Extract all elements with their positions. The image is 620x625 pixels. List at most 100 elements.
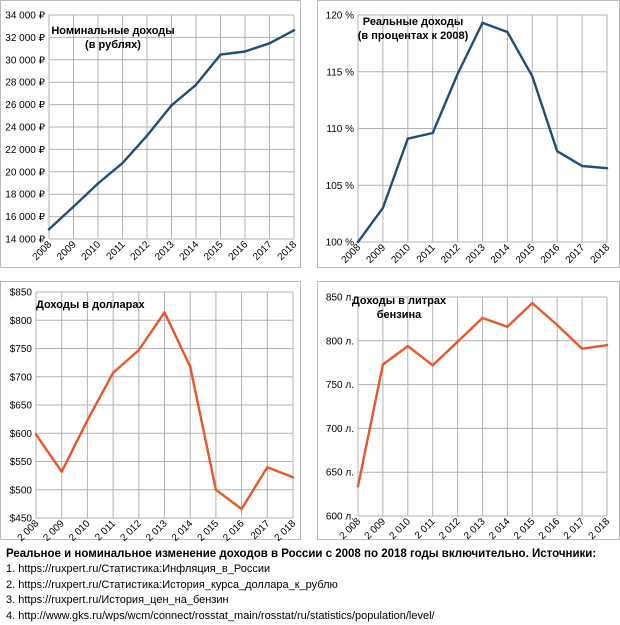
y-tick-label: 850 л. bbox=[326, 293, 354, 304]
x-tick-label: 2014 bbox=[489, 242, 513, 266]
data-point bbox=[194, 83, 198, 87]
data-point bbox=[214, 488, 218, 491]
source-item: 4. http://www.gks.ru/wps/wcm/connect/ros… bbox=[6, 609, 435, 622]
data-point bbox=[291, 476, 295, 479]
data-point bbox=[431, 364, 434, 367]
x-tick-label: 2 013 bbox=[144, 518, 170, 541]
chart-title-line: Доходы в долларах bbox=[36, 299, 145, 311]
data-point bbox=[96, 182, 100, 185]
x-tick-label: 2016 bbox=[227, 239, 251, 263]
x-tick-label: 2012 bbox=[439, 242, 463, 266]
data-point bbox=[292, 29, 296, 32]
data-point bbox=[556, 323, 559, 327]
x-tick-label: 2 009 bbox=[41, 518, 67, 541]
data-point bbox=[356, 485, 360, 488]
chart-title: Доходы в литрах бензина bbox=[352, 295, 447, 321]
data-point bbox=[456, 72, 459, 76]
data-point bbox=[34, 433, 38, 436]
chart-title: Номинальные доходы (в рублях) bbox=[51, 25, 174, 51]
x-tick-label: 2 018 bbox=[587, 516, 613, 541]
y-tick-label: 26 000 ₽ bbox=[5, 100, 45, 111]
data-point bbox=[456, 340, 459, 343]
x-tick-label: 2 014 bbox=[170, 518, 196, 541]
data-point bbox=[47, 228, 51, 231]
y-tick-label: 600 л. bbox=[326, 512, 354, 523]
chart-svg: $450 $500 $550 $600 $650 $700 $750 $800 $850 2 00… bbox=[10, 288, 299, 542]
data-point bbox=[506, 325, 509, 328]
y-tick-label: 115 % bbox=[326, 67, 354, 78]
data-point bbox=[145, 134, 149, 137]
y-tick-label: 28 000 ₽ bbox=[5, 78, 45, 89]
data-point bbox=[481, 21, 484, 25]
x-tick-label: 2015 bbox=[514, 242, 538, 266]
y-tick-label: 30 000 ₽ bbox=[5, 55, 45, 66]
chart-real-income: 100 % 105 % 110 % 115 % 120 % 2008 2009 2010 201… bbox=[317, 0, 620, 268]
data-point bbox=[580, 347, 584, 350]
x-tick-label: 2 013 bbox=[462, 516, 488, 541]
data-point bbox=[170, 104, 173, 107]
data-point bbox=[240, 507, 243, 511]
x-tick-label: 2010 bbox=[80, 239, 104, 263]
x-tick-label: 2 016 bbox=[221, 518, 247, 541]
chart-svg: 600 л. 650 л. 700 л. 750 л. 800 л. 850 л. 2 00… bbox=[326, 293, 613, 542]
chart-title-line: (в процентах к 2008) bbox=[358, 30, 469, 42]
chart-svg: 14 000 ₽ 16 000 ₽ 18 000 ₽ 20 000 ₽ 22 000 ₽… bbox=[5, 11, 300, 263]
x-tick-label: 2 010 bbox=[387, 516, 413, 541]
chart-title-line: Доходы в литрах bbox=[352, 295, 447, 307]
y-tick-label: $850 bbox=[10, 288, 33, 299]
data-point bbox=[531, 301, 534, 305]
source-item: 3. https://ruxpert.ru/История_цен_на_бен… bbox=[6, 594, 229, 606]
data-point bbox=[86, 419, 89, 422]
data-point bbox=[268, 42, 271, 45]
x-tick-label: 2 015 bbox=[196, 518, 222, 541]
y-tick-label: 18 000 ₽ bbox=[5, 190, 45, 201]
data-point bbox=[381, 206, 385, 210]
chart-svg: 100 %105 %110 %115 %120 %2008 2009 2010 201… bbox=[326, 11, 613, 266]
x-tick-label: 2014 bbox=[178, 239, 202, 263]
source-item: 2. https://ruxpert.ru/Статистика:История… bbox=[6, 578, 338, 591]
x-tick-label: 2013 bbox=[153, 239, 177, 263]
data-point bbox=[580, 164, 584, 168]
y-tick-label: $700 bbox=[10, 372, 33, 383]
y-tick-label: 120 % bbox=[326, 11, 354, 22]
chart-title-line: (в рублях) bbox=[85, 39, 141, 51]
data-point bbox=[163, 311, 166, 314]
data-point bbox=[121, 161, 124, 165]
data-point bbox=[137, 348, 140, 352]
x-tick-label: 2 012 bbox=[118, 518, 144, 541]
x-tick-label: 2 011 bbox=[413, 516, 438, 541]
y-tick-label: 22 000 ₽ bbox=[5, 145, 45, 156]
data-point bbox=[356, 240, 360, 244]
data-point bbox=[431, 131, 434, 135]
x-tick-label: 2016 bbox=[539, 242, 563, 266]
source-item: 1. https://ruxpert.ru/Статистика:Инфляци… bbox=[6, 563, 271, 575]
y-tick-label: 34 000 ₽ bbox=[5, 11, 45, 22]
x-tick-label: 2012 bbox=[129, 239, 153, 263]
data-point bbox=[189, 365, 192, 368]
chart-title-line: Номинальные доходы bbox=[51, 25, 174, 37]
data-point bbox=[381, 363, 385, 366]
chart-nominal-income: 14 000 ₽ 16 000 ₽ 18 000 ₽ 20 000 ₽ 22 000 ₽… bbox=[0, 0, 301, 268]
data-point bbox=[481, 316, 484, 320]
x-tick-label: 2017 bbox=[249, 518, 273, 541]
x-tick-label: 2 014 bbox=[487, 516, 513, 541]
x-tick-label: 2017 bbox=[251, 239, 275, 263]
x-tick-label: 2011 bbox=[105, 239, 128, 262]
data-point bbox=[72, 205, 75, 208]
x-tick-label: 2015 bbox=[202, 239, 226, 263]
x-tick-label: 2018 bbox=[589, 242, 613, 266]
data-point bbox=[406, 137, 409, 140]
data-point bbox=[111, 371, 115, 374]
data-point bbox=[60, 470, 63, 473]
y-tick-label: $750 bbox=[10, 344, 33, 355]
y-tick-label: 24 000 ₽ bbox=[5, 123, 45, 134]
y-tick-label: $500 bbox=[10, 485, 33, 496]
x-tick-label: 2013 bbox=[464, 242, 488, 266]
y-tick-label: $550 bbox=[10, 457, 33, 468]
y-tick-label: 100 % bbox=[326, 238, 354, 249]
x-tick-label: 2018 bbox=[276, 239, 300, 263]
x-tick-label: 2 010 bbox=[67, 518, 93, 541]
caption-title: Реальное и номинальное изменение доходов… bbox=[6, 548, 597, 560]
data-point bbox=[266, 465, 269, 469]
data-point bbox=[406, 344, 409, 348]
